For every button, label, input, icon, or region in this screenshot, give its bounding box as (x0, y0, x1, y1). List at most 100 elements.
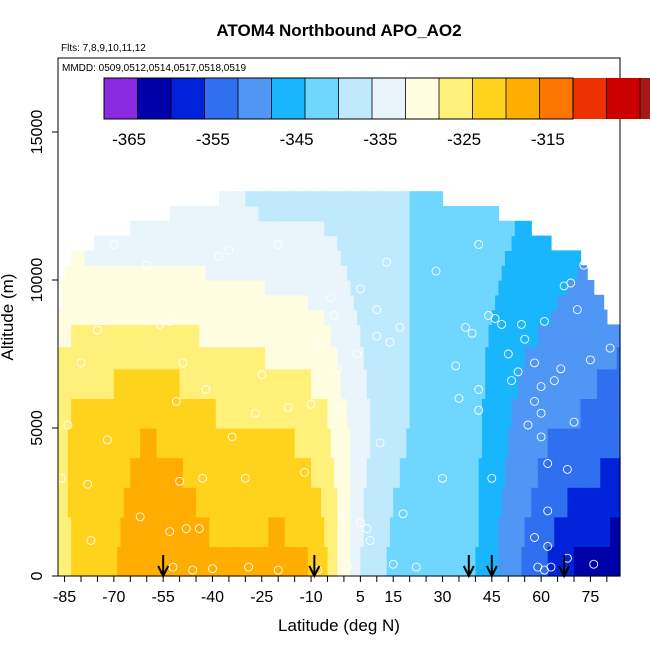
heatmap-cell (449, 428, 453, 459)
heatmap-cell (284, 516, 289, 547)
heatmap-cell (278, 546, 283, 577)
heatmap-cell (314, 487, 319, 518)
heatmap-cell (534, 457, 539, 488)
heatmap-cell (159, 487, 164, 518)
heatmap-cell (462, 428, 467, 459)
heatmap-cell (320, 280, 325, 296)
heatmap-cell (67, 457, 72, 488)
heatmap-cell (235, 546, 240, 577)
heatmap-cell (583, 309, 588, 325)
heatmap-cell (215, 309, 220, 325)
heatmap-cell (343, 324, 348, 348)
heatmap-cell (389, 457, 394, 488)
heatmap-cell (600, 546, 605, 577)
heatmap-cell (182, 487, 187, 518)
heatmap-cell (357, 368, 361, 399)
heatmap-cell (587, 280, 592, 296)
heatmap-cell (117, 309, 122, 325)
heatmap-cell (458, 546, 463, 577)
heatmap-cell (442, 206, 447, 222)
heatmap-cell (442, 428, 447, 459)
heatmap-cell (140, 398, 145, 429)
heatmap-cell (524, 235, 529, 251)
heatmap-cell (205, 368, 210, 399)
heatmap-cell (557, 487, 562, 518)
heatmap-cell (133, 265, 138, 281)
heatmap-cell (58, 487, 62, 518)
heatmap-cell (67, 516, 72, 547)
observation-point (398, 509, 408, 519)
heatmap-cell (156, 457, 161, 488)
heatmap-cell (90, 368, 95, 399)
heatmap-cell (110, 265, 115, 281)
heatmap-cell (67, 546, 72, 577)
heatmap-cell (166, 250, 171, 266)
heatmap-cell (242, 294, 246, 311)
heatmap-cell (419, 191, 424, 207)
heatmap-cell (521, 235, 526, 251)
heatmap-cell (202, 280, 207, 296)
heatmap-cell (199, 428, 204, 459)
heatmap-cell (462, 309, 467, 325)
heatmap-cell (182, 346, 187, 370)
heatmap-cell (196, 546, 200, 577)
heatmap-cell (320, 294, 325, 311)
heatmap-cell (370, 206, 375, 222)
heatmap-cell (261, 309, 266, 325)
heatmap-cell (435, 250, 440, 266)
heatmap-cell (593, 346, 598, 370)
heatmap-cell (412, 487, 417, 518)
heatmap-cell (567, 516, 572, 547)
heatmap-cell (274, 368, 279, 399)
heatmap-cell (380, 346, 384, 370)
heatmap-cell (320, 324, 325, 348)
heatmap-cell (245, 516, 250, 547)
heatmap-cell (179, 546, 184, 577)
heatmap-cell (136, 235, 141, 251)
heatmap-cell (268, 346, 273, 370)
heatmap-cell (606, 546, 611, 577)
heatmap-cell (380, 280, 384, 296)
heatmap-cell (186, 309, 191, 325)
heatmap-cell (363, 368, 368, 399)
heatmap-cell (347, 191, 352, 207)
heatmap-cell (360, 516, 365, 547)
heatmap-cell (587, 457, 592, 488)
heatmap-cell (521, 487, 526, 518)
heatmap-cell (248, 294, 253, 311)
observation-point (546, 562, 556, 572)
heatmap-cell (373, 250, 378, 266)
heatmap-cell (376, 487, 381, 518)
heatmap-cell (61, 428, 66, 459)
heatmap-cell (90, 294, 95, 311)
heatmap-cell (383, 487, 388, 518)
heatmap-cell (511, 428, 516, 459)
heatmap-cell (245, 368, 250, 399)
heatmap-cell (311, 368, 315, 399)
heatmap-cell (439, 250, 444, 266)
heatmap-cell (166, 368, 171, 399)
heatmap-cell (603, 309, 608, 325)
heatmap-cell (294, 487, 299, 518)
heatmap-cell (281, 309, 286, 325)
heatmap-cell (278, 265, 283, 281)
heatmap-cell (117, 546, 122, 577)
heatmap-cell (376, 398, 381, 429)
heatmap-cell (403, 191, 407, 207)
heatmap-cell (426, 428, 430, 459)
heatmap-cell (600, 457, 605, 488)
heatmap-cell (610, 457, 615, 488)
heatmap-cell (64, 457, 69, 488)
heatmap-cell (360, 457, 365, 488)
heatmap-cell (380, 250, 384, 266)
heatmap-cell (100, 235, 105, 251)
heatmap-cell (537, 309, 542, 325)
heatmap-cell (386, 220, 391, 237)
heatmap-cell (320, 206, 325, 222)
heatmap-cell (317, 324, 322, 348)
heatmap-cell (176, 346, 181, 370)
heatmap-cell (357, 546, 361, 577)
heatmap-cell (232, 220, 237, 237)
observation-point (487, 473, 497, 483)
heatmap-cell (222, 546, 227, 577)
